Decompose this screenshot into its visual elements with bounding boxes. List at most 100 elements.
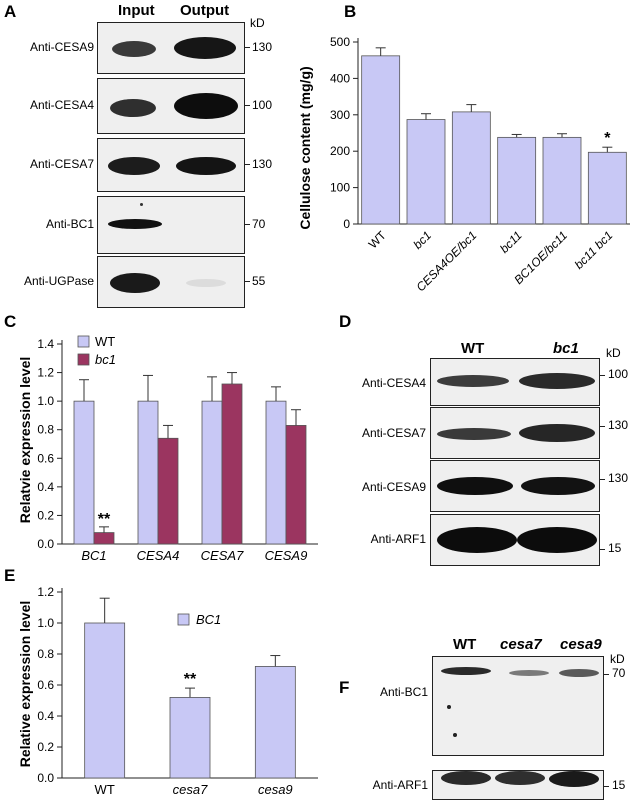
- mw-tick: [603, 674, 609, 675]
- bar: [169, 697, 211, 779]
- bar: [84, 622, 126, 779]
- y-tick-label: 0: [343, 217, 350, 231]
- mw-label-130: 130: [252, 157, 273, 171]
- blot-strip-ugpase: [97, 256, 245, 308]
- panel-label-c: C: [4, 312, 17, 331]
- x-tick-label: bc11: [497, 228, 525, 256]
- panel-label-a: A: [4, 2, 17, 21]
- legend-label: BC1: [196, 612, 221, 627]
- kd-unit-label: kD: [250, 16, 265, 30]
- bar: [157, 437, 179, 545]
- y-tick-label: 200: [330, 144, 350, 158]
- antibody-label-bc1: Anti-BC1: [379, 685, 428, 699]
- y-tick-label: 1.4: [37, 337, 54, 351]
- bar: [137, 400, 159, 545]
- bar: [361, 55, 401, 225]
- y-tick-label: 500: [330, 35, 350, 49]
- antibody-label-cesa9: Anti-CESA9: [29, 40, 94, 54]
- x-tick-label: CESA9: [265, 548, 308, 563]
- bar: [542, 136, 582, 225]
- antibody-label-arf1: Anti-ARF1: [372, 778, 428, 792]
- y-tick-label: 0.6: [37, 451, 54, 465]
- blot-strip-bc1: [432, 656, 604, 756]
- chart-b-ylabel: Cellulose content (mg/g): [297, 66, 313, 229]
- y-tick-label: 0.4: [37, 480, 54, 494]
- blot-strip-cesa9: [97, 22, 245, 74]
- mw-tick: [599, 549, 605, 550]
- legend-label: WT: [95, 334, 115, 349]
- x-tick-label: WT: [95, 782, 115, 797]
- blot-strip-cesa7: [430, 407, 600, 459]
- antibody-label-arf1: Anti-ARF1: [370, 532, 426, 546]
- y-tick-label: 1.2: [37, 585, 54, 599]
- mw-tick: [599, 375, 605, 376]
- y-tick-label: 0.2: [37, 740, 54, 754]
- significance-mark: **: [184, 671, 197, 688]
- column-header-output: Output: [180, 2, 230, 19]
- chart-c-ylabel: Relatvie expression level: [17, 357, 33, 524]
- bar: [497, 136, 537, 225]
- blot-strip-cesa4: [430, 358, 600, 406]
- bar: [201, 400, 223, 545]
- bar: [406, 119, 446, 225]
- mw-tick: [599, 479, 605, 480]
- y-tick-label: 0.8: [37, 647, 54, 661]
- y-tick-label: 0.2: [37, 508, 54, 522]
- mw-label-15: 15: [608, 541, 622, 555]
- panel-label-d: D: [339, 312, 352, 331]
- blot-strip-cesa7: [97, 138, 245, 192]
- mw-label-70: 70: [612, 666, 626, 680]
- y-tick-label: 0.6: [37, 678, 54, 692]
- chart-e-expression: Relative expression level 0.0 0.2 0.4 0.6 0.…: [17, 585, 318, 797]
- y-tick-label: 0.0: [37, 537, 54, 551]
- chart-c-expression: Relatvie expression level 0.0 0.2 0.4 0.6 0.…: [17, 334, 318, 563]
- y-tick-label: 0.0: [37, 771, 54, 785]
- bar: [451, 111, 491, 225]
- mw-tick: [244, 224, 250, 225]
- column-header-cesa9: cesa9: [560, 636, 602, 653]
- mw-tick: [244, 105, 250, 106]
- legend-label: bc1: [95, 352, 116, 367]
- y-tick-label: 1.0: [37, 616, 54, 630]
- legend-swatch: [77, 335, 90, 348]
- mw-tick: [244, 164, 250, 165]
- bar: [221, 383, 243, 545]
- bar: [254, 666, 296, 779]
- chart-b-cellulose: Cellulose content (mg/g) 0 100 200 300 400 50…: [297, 35, 630, 294]
- panel-label-b: B: [344, 2, 357, 21]
- significance-mark: *: [604, 130, 611, 147]
- panel-label-e: E: [4, 566, 16, 585]
- y-tick-label: 0.8: [37, 423, 54, 437]
- x-tick-label: bc11 bc1: [572, 228, 616, 272]
- bar: [73, 400, 95, 545]
- blot-strip-bc1: [97, 196, 245, 254]
- x-tick-label: CESA7: [201, 548, 244, 563]
- x-tick-label: cesa7: [173, 782, 208, 797]
- significance-mark: **: [98, 511, 111, 528]
- bar: [587, 151, 627, 225]
- x-tick-label: bc1: [411, 228, 435, 252]
- legend-swatch: [177, 613, 190, 626]
- x-tick-label: BC1: [81, 548, 106, 563]
- bar: [285, 425, 307, 545]
- column-header-input: Input: [118, 2, 155, 19]
- chart-e-ylabel: Relative expression level: [17, 601, 33, 768]
- antibody-label-cesa7: Anti-CESA7: [361, 426, 426, 440]
- y-tick-label: 100: [330, 181, 350, 195]
- mw-label-70: 70: [252, 217, 266, 231]
- antibody-label-cesa7: Anti-CESA7: [29, 157, 94, 171]
- mw-label-15: 15: [612, 778, 626, 792]
- mw-tick: [599, 426, 605, 427]
- y-tick-label: 0.4: [37, 709, 54, 723]
- blot-strip-arf1: [432, 770, 604, 800]
- mw-tick: [244, 47, 250, 48]
- antibody-label-bc1: Anti-BC1: [45, 217, 94, 231]
- mw-label-100: 100: [608, 367, 629, 381]
- panel-label-f: F: [339, 678, 350, 697]
- antibody-label-cesa9: Anti-CESA9: [361, 480, 426, 494]
- blot-strip-cesa9: [430, 460, 600, 512]
- blot-strip-cesa4: [97, 78, 245, 134]
- x-tick-label: cesa9: [258, 782, 293, 797]
- legend-swatch: [77, 353, 90, 366]
- mw-label-55: 55: [252, 274, 266, 288]
